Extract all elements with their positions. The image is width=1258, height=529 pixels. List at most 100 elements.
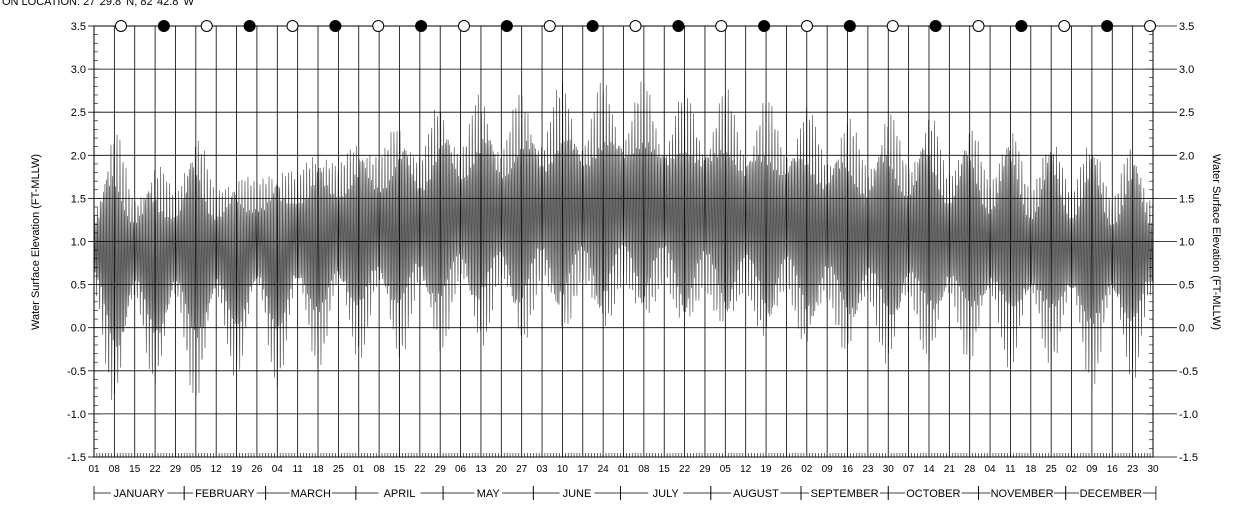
y-tick-label-right: 1.5 [1179,193,1194,205]
x-day-label: 12 [211,464,223,475]
y-tick-label-right: -1.0 [1179,409,1198,421]
month-label: MAY [477,488,501,500]
full-moon-marker [972,20,985,32]
new-moon-marker [243,20,256,32]
y-tick-label-left: 3.0 [71,64,86,76]
x-day-label: 15 [394,464,406,475]
y-tick-label-left: -1.5 [67,452,86,464]
x-day-label: 30 [1147,464,1159,475]
x-day-label: 05 [720,464,732,475]
x-day-label: 13 [475,464,487,475]
grid-layer [93,25,1154,458]
x-day-label: 26 [251,464,263,475]
y-tick-label-left: 2.5 [71,107,86,119]
full-moon-marker [543,20,556,32]
x-day-label: 08 [109,464,121,475]
month-label-bg [648,486,684,500]
month-label: SEPTEMBER [811,488,879,500]
y-tick-label-left: 3.5 [71,21,86,33]
full-moon-marker [629,20,642,32]
x-day-label: 14 [923,464,935,475]
x-day-label: 22 [150,464,162,475]
x-day-label: 23 [862,464,874,475]
full-moon-marker [715,20,728,32]
new-moon-marker [329,20,342,32]
month-label-bg [1079,486,1143,500]
new-moon-marker [1101,20,1114,32]
x-day-label: 15 [659,464,671,475]
x-day-label: 25 [1046,464,1058,475]
y-tick-label-right: 3.5 [1179,21,1194,33]
x-day-label: 17 [577,464,589,475]
month-label: APRIL [384,488,416,500]
y-tick-label-right: 3.0 [1179,64,1194,76]
y-tick-label-right: -1.5 [1179,452,1198,464]
month-label-bg [905,486,962,500]
x-day-label: 10 [557,464,569,475]
new-moon-marker [1015,20,1028,32]
x-day-label: 25 [333,464,345,475]
y-tick-label-right: 0.0 [1179,323,1194,335]
y-tick-label-right: 2.5 [1179,107,1194,119]
x-day-label: 24 [598,464,610,475]
x-day-label: 18 [312,464,324,475]
full-moon-marker [286,20,299,32]
month-label-bg [289,486,332,500]
full-moon-marker [115,20,127,32]
x-day-label: 27 [516,464,528,475]
month-label: DECEMBER [1080,488,1142,500]
full-moon-marker [458,20,470,32]
x-day-label: 08 [374,464,386,475]
y-tick-label-left: -1.0 [67,409,86,421]
month-label: JUNE [563,488,592,500]
x-day-label: 26 [781,464,793,475]
x-day-label: 16 [842,464,854,475]
new-moon-marker [929,20,942,32]
x-day-label: 11 [292,464,303,475]
x-day-label: 15 [129,464,141,475]
x-day-labels: 01 08 15 22 29 05 12 19 26 04 11 18 25 01 08 15 22 29 06 13… [88,464,1159,475]
month-label: OCTOBER [906,488,960,500]
month-label: JULY [653,488,680,500]
month-label-bg [809,486,881,500]
x-day-label: 19 [231,464,243,475]
new-moon-marker [758,20,771,32]
x-day-label: 03 [536,464,548,475]
x-day-label: 23 [1127,464,1139,475]
x-day-label: 07 [903,464,915,475]
full-moon-marker [886,20,899,32]
x-day-label: 18 [1025,464,1037,475]
y-tick-label-left: -0.5 [67,366,86,378]
full-moon-marker [1144,20,1156,32]
x-day-label: 04 [272,464,284,475]
full-moon-marker [200,20,213,32]
x-day-label: 29 [170,464,182,475]
month-label-bg [378,486,421,500]
month-label-bg [731,486,781,500]
station-location-header: ON LOCATION: 27°29.8' N, 82°42.8' W [2,0,194,8]
y-tick-label-left: 1.0 [71,237,86,249]
new-moon-marker [586,20,599,32]
y-tick-label-left: 0.0 [71,323,86,335]
x-day-label: 01 [353,464,365,475]
month-label-bg [474,486,503,500]
x-day-label: 01 [88,464,100,475]
x-day-label: 19 [760,464,772,475]
x-day-label: 05 [190,464,202,475]
moon-phase-markers [115,20,1156,32]
full-moon-marker [372,20,385,32]
month-label-bg [193,486,257,500]
month-label: NOVEMBER [991,488,1054,500]
y-tick-label-right: 2.0 [1179,150,1194,162]
x-day-label: 16 [1107,464,1119,475]
x-day-label: 02 [1066,464,1078,475]
y-tick-label-left: 0.5 [71,280,86,292]
x-day-label: 01 [618,464,630,475]
y-tick-label-right: -0.5 [1179,366,1198,378]
x-day-label: 29 [699,464,711,475]
new-moon-marker [415,20,428,32]
x-day-label: 11 [1005,464,1016,475]
month-label-bg [990,486,1054,500]
y-tick-label-right: 1.0 [1179,237,1194,249]
